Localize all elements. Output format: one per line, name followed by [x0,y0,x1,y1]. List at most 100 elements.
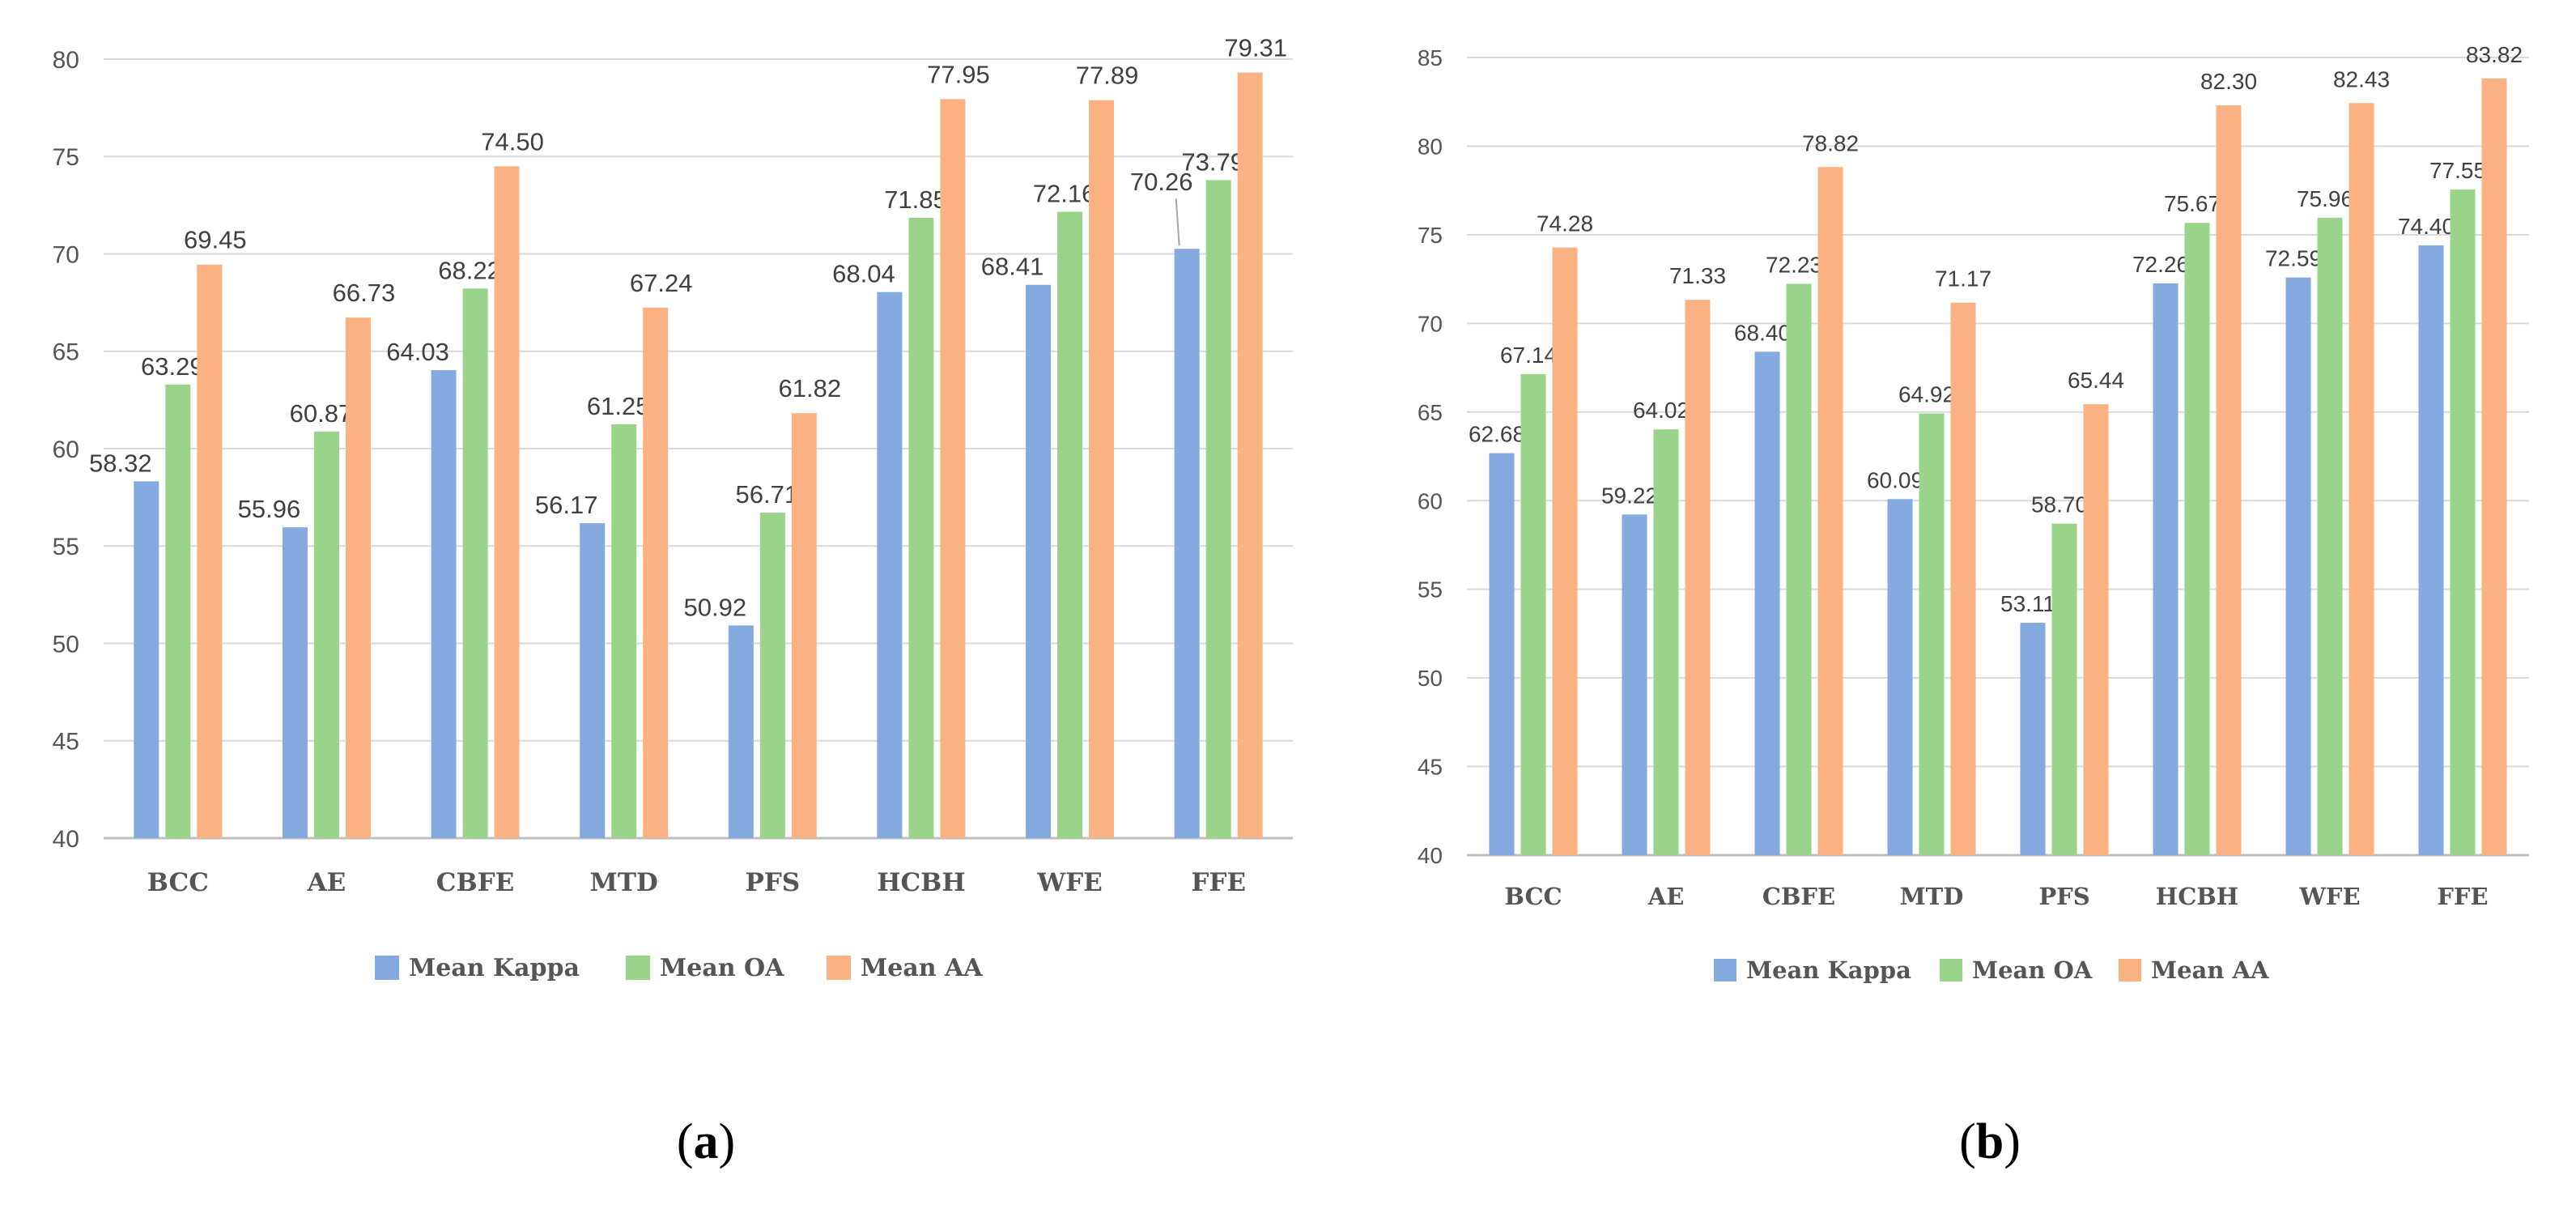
data-label: 77.89 [1076,62,1139,90]
bar-mean-oa-cbfe [462,288,488,839]
data-label: 78.82 [1802,130,1859,155]
bar-mean-aa-wfe [1089,100,1115,839]
bar-mean-aa-bcc [1552,247,1578,855]
data-label: 58.70 [2031,492,2088,517]
bar-mean-kappa-ffe [2418,245,2444,855]
y-tick-label: 50 [1418,666,1443,691]
legend-label: Mean OA [660,954,784,982]
data-label: 82.30 [2200,69,2257,94]
y-tick-label: 50 [53,631,79,658]
y-tick-label: 60 [53,436,79,463]
bar-mean-oa-wfe [2317,217,2343,855]
bar-mean-aa-hcbh [2216,105,2242,856]
data-label: 74.50 [481,127,544,155]
callout-leader-line [1175,198,1180,246]
data-label: 61.82 [779,374,842,402]
bar-mean-kappa-wfe [1026,284,1052,838]
legend-swatch [1940,959,1962,981]
panel-caption: (a) [677,1114,735,1169]
data-label: 67.14 [1500,343,1557,368]
legend-swatch [1714,959,1736,981]
data-label: 68.22 [438,256,501,284]
data-label: 56.71 [736,480,799,509]
bar-mean-oa-wfe [1057,211,1083,838]
x-category-label: AE [307,868,346,897]
bar-mean-kappa-hcbh [877,292,903,838]
data-label: 53.11 [2000,591,2055,616]
bar-mean-aa-bcc [197,264,223,838]
data-label: 73.79 [1181,147,1244,176]
data-label: 72.23 [1766,253,1822,278]
data-label: 61.25 [587,392,650,420]
data-label: 60.09 [1867,467,1923,492]
bar-mean-aa-ffe [1237,72,1263,839]
data-label: 74.28 [1537,211,1593,236]
bar-mean-aa-mtd [1950,302,1976,855]
data-label: 50.92 [684,593,747,621]
legend-swatch [375,956,399,980]
data-label: 82.43 [2333,66,2390,92]
x-category-label: HCBH [877,868,965,897]
data-label: 70.26 [1130,168,1193,196]
x-category-label: WFE [2298,883,2360,910]
bar-mean-oa-bcc [165,384,191,838]
bar-mean-kappa-cbfe [431,370,457,838]
bar-mean-oa-hcbh [2184,223,2210,855]
y-tick-label: 55 [53,534,79,560]
legend-swatch [626,956,650,980]
bar-mean-aa-ae [345,317,371,838]
bar-mean-oa-ae [1653,429,1679,855]
legend-label: Mean Kappa [409,954,580,982]
data-label: 79.31 [1224,34,1287,62]
data-label: 60.87 [290,399,353,428]
y-tick-label: 80 [1418,134,1443,160]
data-label: 59.22 [1601,483,1658,508]
data-label: 72.59 [2265,246,2322,271]
bar-mean-kappa-wfe [2285,277,2311,855]
bar-mean-kappa-mtd [580,523,606,838]
bar-mean-oa-bcc [1520,373,1546,855]
data-label: 58.32 [89,449,152,477]
legend-label: Mean AA [861,954,983,982]
bar-mean-oa-ffe [2450,189,2476,856]
bar-mean-aa-mtd [643,307,669,838]
x-category-label: PFS [745,868,800,897]
bar-mean-kappa-ae [1622,514,1647,855]
y-tick-label: 75 [1418,223,1443,248]
data-label: 55.96 [238,495,301,523]
bar-mean-kappa-bcc [1489,453,1515,855]
bar-mean-kappa-ffe [1174,249,1200,838]
y-tick-label: 40 [1418,843,1443,868]
bar-mean-oa-mtd [1919,413,1945,855]
chart-panel-b: 40 45 50 55 60 65 70 75 80 85 62.68 67.14 74.28 BCC 59… [1418,42,2529,1169]
bar-mean-aa-ae [1685,300,1711,856]
bar-mean-oa-pfs [2051,523,2077,855]
bar-mean-kappa-bcc [134,481,159,838]
data-label: 74.40 [2398,214,2455,239]
y-tick-label: 80 [53,47,79,74]
data-label: 64.03 [386,338,449,366]
bar-mean-aa-pfs [2083,404,2109,855]
data-label: 71.33 [1669,263,1726,288]
bar-mean-kappa-cbfe [1754,351,1780,855]
data-label: 63.29 [141,352,204,381]
x-category-label: FFE [2437,883,2488,910]
data-label: 62.68 [1469,422,1525,447]
y-tick-label: 65 [1418,400,1443,425]
x-category-label: MTD [590,868,658,897]
x-category-label: BCC [147,868,209,897]
data-label: 75.67 [2164,191,2221,216]
y-tick-label: 70 [1418,311,1443,336]
data-label: 71.85 [884,185,947,214]
bar-mean-aa-pfs [791,413,817,838]
data-label: 68.41 [981,253,1044,281]
legend-label: Mean Kappa [1746,956,1911,984]
y-tick-label: 75 [53,144,79,171]
bar-mean-kappa-pfs [728,625,754,838]
bar-mean-aa-cbfe [1817,167,1843,856]
bar-mean-oa-hcbh [908,218,934,838]
y-tick-label: 70 [53,241,79,268]
data-label: 75.96 [2297,186,2353,211]
panel-caption: (b) [1959,1114,2021,1169]
